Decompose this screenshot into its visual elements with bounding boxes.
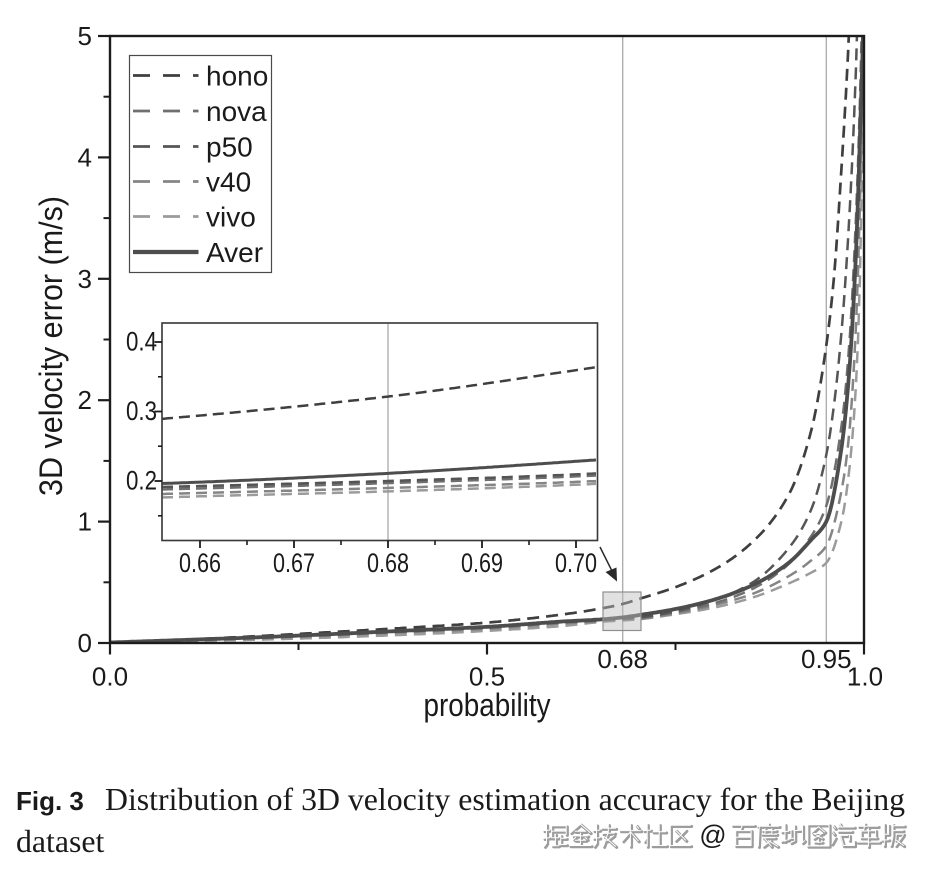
svg-text:nova: nova [206,96,267,127]
svg-text:1.0: 1.0 [847,662,883,692]
svg-text:2: 2 [78,385,92,415]
svg-text:0.2: 0.2 [126,465,157,495]
svg-text:0: 0 [78,628,92,658]
svg-text:3D velocity error (m/s): 3D velocity error (m/s) [33,196,69,496]
svg-text:4: 4 [78,142,92,172]
svg-text:dataset: dataset [16,824,104,859]
svg-text:0.68: 0.68 [367,548,409,578]
svg-text:0.69: 0.69 [461,548,503,578]
svg-text:0.70: 0.70 [555,548,597,578]
svg-text:v40: v40 [206,167,251,198]
svg-text:hono: hono [206,61,268,92]
svg-text:0.66: 0.66 [179,548,221,578]
svg-text:0.0: 0.0 [92,662,128,692]
svg-text:0.3: 0.3 [126,396,157,426]
svg-text:Fig. 3: Fig. 3 [16,786,84,816]
svg-text:0.95: 0.95 [801,644,852,674]
svg-text:Distribution of 3D velocity es: Distribution of 3D velocity estimation a… [105,782,905,817]
svg-text:0.4: 0.4 [126,326,157,356]
svg-text:p50: p50 [206,132,253,163]
svg-text:1: 1 [78,507,92,537]
svg-text:probability: probability [424,687,551,723]
svg-text:0.68: 0.68 [597,644,648,674]
svg-text:3: 3 [78,264,92,294]
svg-text:@: @ [699,820,726,850]
svg-text:0.5: 0.5 [469,662,505,692]
svg-text:Aver: Aver [206,237,263,268]
svg-text:5: 5 [78,21,92,51]
svg-text:vivo: vivo [206,202,256,233]
svg-text:0.67: 0.67 [273,548,315,578]
